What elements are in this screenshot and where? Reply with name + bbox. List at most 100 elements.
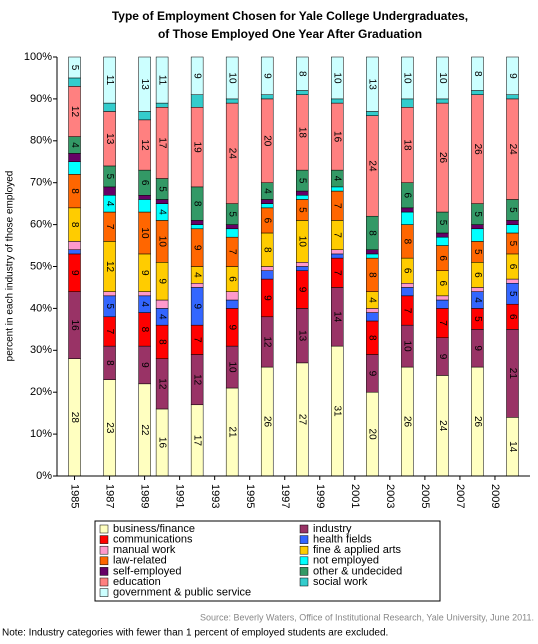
bar-segment	[401, 98, 414, 108]
value-label: 5	[507, 291, 518, 297]
value-label: 8	[139, 327, 150, 333]
value-label: 7	[332, 232, 343, 238]
legend-swatch	[299, 535, 309, 544]
bar-segment	[103, 186, 116, 196]
bar-segment	[155, 56, 169, 104]
bar-segment	[366, 111, 379, 116]
bar-segment	[103, 291, 116, 297]
bar-segment	[401, 283, 414, 288]
value-label: 10	[227, 72, 238, 84]
legend-swatch	[299, 524, 309, 534]
value-label: 16	[69, 320, 80, 332]
value-label: 6	[262, 218, 273, 224]
value-label: 13	[297, 330, 308, 342]
legend-label: education	[113, 576, 161, 588]
bar-segment	[506, 56, 519, 95]
value-label: 4	[192, 272, 203, 278]
legend-swatch	[99, 588, 109, 597]
bar-segment	[436, 98, 449, 104]
value-label: 8	[402, 239, 413, 245]
value-label: 21	[507, 368, 518, 380]
bar-segment	[331, 186, 344, 192]
value-label: 11	[156, 75, 167, 86]
value-label: 12	[156, 378, 167, 390]
value-label: 26	[402, 416, 413, 428]
value-label: 13	[104, 133, 115, 145]
bar-segment	[296, 56, 309, 91]
bar-segment	[331, 56, 344, 100]
value-label: 13	[367, 79, 378, 91]
bar-segment	[68, 153, 81, 162]
bar-segment	[366, 56, 379, 112]
bar-segment	[225, 228, 239, 238]
value-label: 17	[156, 137, 167, 149]
y-tick-label: 30%	[30, 344, 52, 356]
bar-segment	[155, 102, 169, 108]
bar-segment	[436, 295, 449, 301]
legend-swatch	[299, 556, 309, 566]
legend-label: industry	[313, 523, 352, 535]
value-label: 8	[262, 247, 273, 253]
value-label: 6	[507, 314, 518, 320]
x-tick-label: 1999	[314, 484, 326, 508]
y-tick-label: 90%	[30, 93, 52, 105]
value-label: 31	[332, 405, 343, 417]
value-label: 6	[507, 264, 518, 270]
bar-segment	[471, 228, 484, 242]
bar-segment	[471, 224, 484, 230]
value-label: 7	[104, 224, 115, 230]
value-label: 23	[104, 422, 115, 434]
value-label: 26	[472, 416, 483, 428]
bar-segment	[296, 190, 309, 196]
value-label: 7	[437, 320, 448, 326]
legend-label: self-employed	[113, 565, 181, 577]
value-label: 10	[139, 227, 150, 239]
bar-segment	[296, 195, 309, 200]
bar-segment	[190, 224, 204, 230]
bar-segment	[225, 299, 239, 309]
bar-segment	[68, 77, 81, 87]
value-label: 7	[402, 308, 413, 314]
value-label: 12	[69, 106, 80, 118]
legend-label: government & public service	[113, 587, 251, 599]
value-label: 12	[262, 336, 273, 348]
value-label: 5	[297, 207, 308, 213]
value-label: 10	[402, 72, 413, 84]
value-label: 17	[192, 435, 203, 447]
bar-segment	[68, 56, 81, 79]
x-tick-label: 1997	[279, 484, 291, 508]
value-label: 9	[262, 73, 273, 79]
x-tick-label: 1989	[139, 484, 151, 508]
value-label: 5	[104, 304, 115, 310]
value-label: 4	[367, 297, 378, 303]
value-label: 26	[262, 416, 273, 428]
value-label: 20	[262, 135, 273, 147]
value-label: 20	[367, 429, 378, 441]
bar-segment	[225, 56, 239, 100]
value-label: 5	[472, 316, 483, 322]
bar-segment	[436, 236, 449, 246]
value-label: 7	[332, 203, 343, 209]
value-label: 6	[227, 276, 238, 282]
value-label: 5	[507, 207, 518, 213]
bar-segment	[103, 56, 116, 104]
value-label: 6	[402, 268, 413, 274]
value-label: 14	[332, 311, 343, 323]
value-label: 4	[262, 188, 273, 194]
legend-swatch	[299, 545, 309, 555]
bar-segment	[366, 249, 379, 255]
y-tick-label: 0%	[36, 470, 52, 482]
chart-subtitle: of Those Employed One Year After Graduat…	[158, 27, 422, 41]
legend-box	[94, 520, 441, 602]
value-label: 5	[507, 241, 518, 247]
value-label: 4	[69, 142, 80, 148]
value-label: 10	[156, 236, 167, 248]
x-tick-label: 2005	[419, 484, 431, 508]
bar-segment	[436, 299, 449, 309]
bar-segment	[506, 278, 519, 284]
value-label: 10	[227, 361, 238, 373]
bar-segment	[103, 102, 116, 112]
bar-segment	[260, 266, 274, 271]
bar-segment	[260, 199, 274, 204]
value-label: 7	[104, 329, 115, 335]
